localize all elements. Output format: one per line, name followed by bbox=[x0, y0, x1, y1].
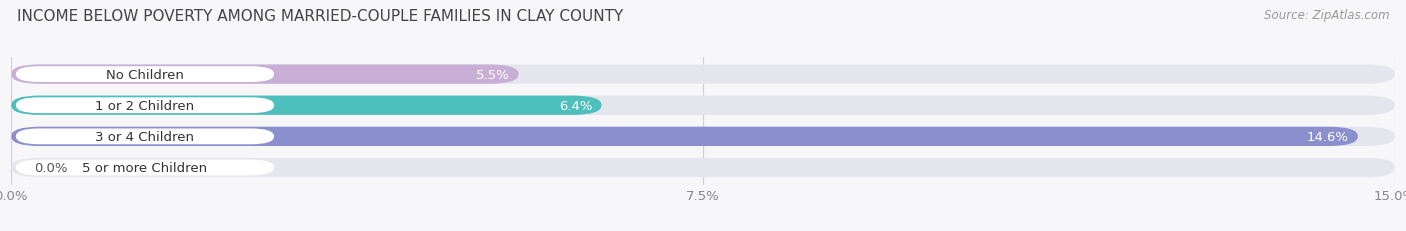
FancyBboxPatch shape bbox=[11, 65, 1395, 84]
Text: 1 or 2 Children: 1 or 2 Children bbox=[96, 99, 194, 112]
FancyBboxPatch shape bbox=[15, 129, 274, 145]
Text: No Children: No Children bbox=[105, 68, 184, 81]
Text: 3 or 4 Children: 3 or 4 Children bbox=[96, 130, 194, 143]
FancyBboxPatch shape bbox=[11, 127, 1358, 146]
FancyBboxPatch shape bbox=[11, 158, 1395, 177]
FancyBboxPatch shape bbox=[11, 65, 519, 84]
FancyBboxPatch shape bbox=[15, 98, 274, 114]
FancyBboxPatch shape bbox=[11, 127, 1395, 146]
Text: 5.5%: 5.5% bbox=[475, 68, 509, 81]
FancyBboxPatch shape bbox=[11, 96, 602, 116]
FancyBboxPatch shape bbox=[11, 96, 1395, 116]
Text: 6.4%: 6.4% bbox=[558, 99, 592, 112]
Text: Source: ZipAtlas.com: Source: ZipAtlas.com bbox=[1264, 9, 1389, 22]
Text: 14.6%: 14.6% bbox=[1306, 130, 1348, 143]
Text: INCOME BELOW POVERTY AMONG MARRIED-COUPLE FAMILIES IN CLAY COUNTY: INCOME BELOW POVERTY AMONG MARRIED-COUPL… bbox=[17, 9, 623, 24]
FancyBboxPatch shape bbox=[15, 67, 274, 83]
FancyBboxPatch shape bbox=[15, 160, 274, 176]
Text: 5 or more Children: 5 or more Children bbox=[83, 161, 208, 174]
Text: 0.0%: 0.0% bbox=[34, 161, 67, 174]
